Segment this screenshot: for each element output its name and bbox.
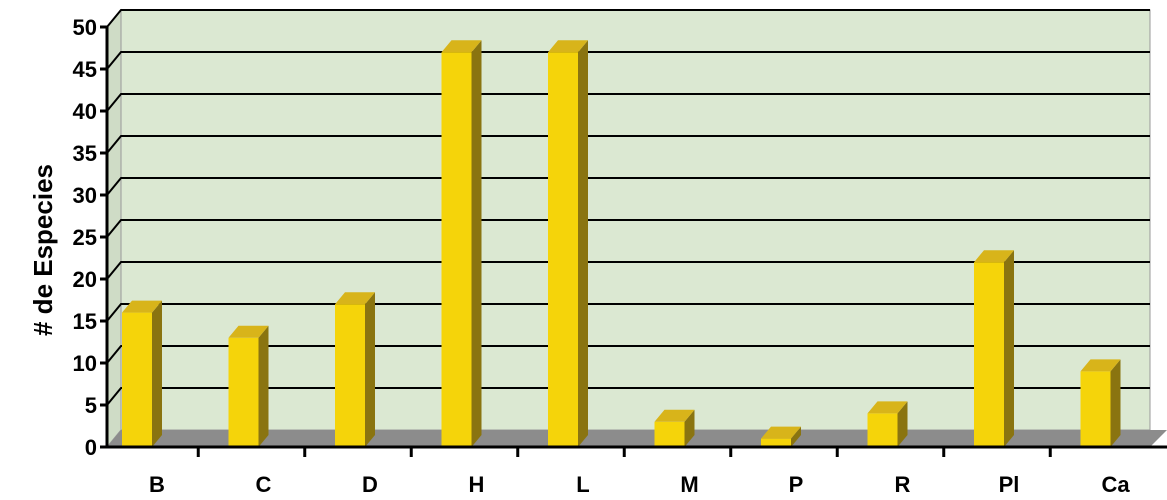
gridline-10 [106, 345, 1150, 364]
gridline-15 [106, 303, 1150, 322]
bar-top [548, 40, 588, 53]
y-tick-label: 35 [73, 141, 97, 166]
x-tick-label-M: M [680, 472, 698, 497]
axes [100, 25, 1167, 457]
bar-side [791, 426, 801, 447]
bar-top [228, 325, 269, 338]
x-tick-label-D: D [362, 472, 378, 497]
bar-front [441, 52, 472, 447]
gridline-45 [106, 51, 1150, 70]
y-tick-label: 15 [73, 309, 97, 334]
bar-side [258, 325, 269, 447]
bar-C [228, 325, 269, 447]
y-tick-label: 20 [73, 267, 97, 292]
x-tick-labels: B C D H L M P R Pl Ca [149, 472, 1130, 497]
gridline-30 [106, 177, 1150, 196]
bar-D [335, 292, 375, 447]
bar-top [974, 250, 1014, 263]
x-tick-label-Pl: Pl [999, 472, 1020, 497]
x-tick-label-R: R [895, 472, 911, 497]
x-tick-label-H: H [469, 472, 485, 497]
bar-front [228, 337, 259, 447]
x-tick-label-C: C [256, 472, 272, 497]
x-tick-label-Ca: Ca [1101, 472, 1130, 497]
bar-front [654, 421, 685, 447]
x-tick-label-P: P [789, 472, 804, 497]
bar-front [122, 312, 152, 447]
bar-M [654, 409, 695, 447]
bar-top [654, 409, 695, 422]
bar-Ca [1080, 359, 1121, 447]
x-tick-label-B: B [149, 472, 165, 497]
bar-side [578, 40, 588, 447]
gridline-20 [106, 261, 1150, 280]
bar-front [974, 262, 1004, 447]
bar-side [684, 409, 695, 447]
bar-L [548, 40, 588, 447]
bar-top [1080, 359, 1121, 372]
bar-H [441, 40, 482, 447]
bars [122, 40, 1121, 447]
bar-front [867, 413, 898, 447]
bar-R [867, 401, 908, 447]
bar-front [761, 438, 791, 447]
gridline-35 [106, 135, 1150, 154]
bar-top [441, 40, 482, 53]
y-tick-label: 5 [85, 393, 97, 418]
y-tick-label: 10 [73, 351, 97, 376]
y-tick-label: 0 [85, 435, 97, 460]
bar-Pl [974, 250, 1014, 447]
x-tick-label-L: L [576, 472, 589, 497]
bar-top [122, 300, 162, 313]
y-tick-label: 25 [73, 225, 97, 250]
gridline-5 [106, 387, 1150, 406]
bar-front [1080, 371, 1111, 447]
y-axis-title: # de Especies [28, 164, 58, 336]
y-tick-label: 30 [73, 183, 97, 208]
bar-side [365, 292, 375, 447]
y-tick-labels: 0 5 10 15 20 25 30 35 40 45 50 [73, 15, 97, 460]
bar-side [471, 40, 482, 447]
y-tick-label: 45 [73, 57, 97, 82]
bar-side [897, 401, 908, 447]
bar-front [335, 304, 365, 447]
gridline-50 [106, 9, 1150, 28]
bar-B [122, 300, 162, 447]
bar-side [1004, 250, 1014, 447]
y-tick-label: 50 [73, 15, 97, 40]
bar-top [761, 426, 801, 439]
bar-top [867, 401, 908, 414]
bar-side [1110, 359, 1121, 447]
y-tick-label: 40 [73, 99, 97, 124]
bar-top [335, 292, 375, 305]
bar-side [152, 300, 162, 447]
bar-front [548, 52, 578, 447]
bar-P [761, 426, 801, 447]
gridlines [106, 9, 1150, 406]
gridline-25 [106, 219, 1150, 238]
gridline-40 [106, 93, 1150, 112]
